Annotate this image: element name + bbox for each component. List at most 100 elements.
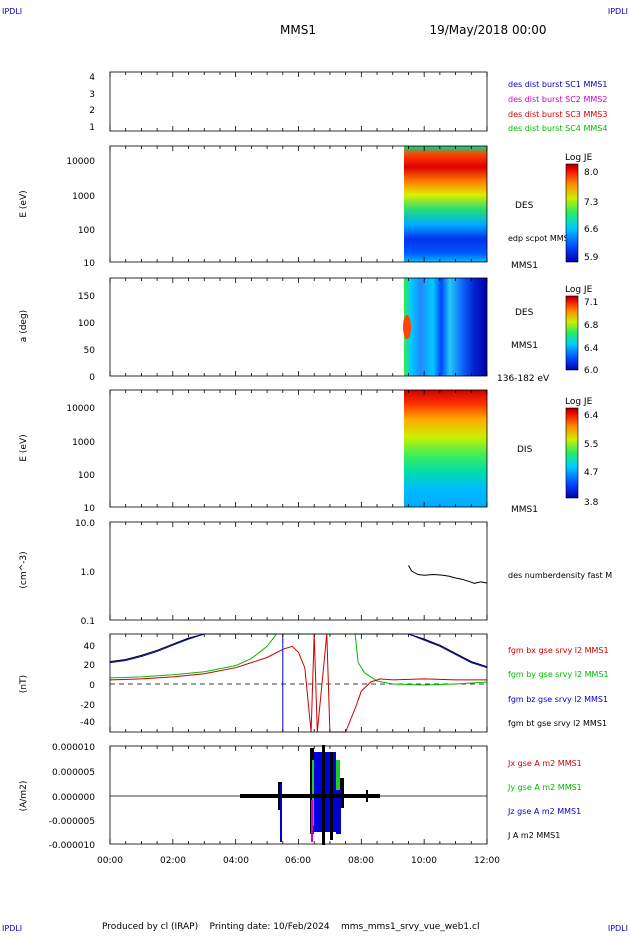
panel-des-pitch-angle: a (deg) 150 100 50 0 DES MMS1 136-182 eV… <box>19 277 599 384</box>
y-tick-labels: 10.0 1.0 0.1 <box>75 519 95 627</box>
y-tick-label: -40 <box>80 718 95 728</box>
legend-entry: Jz gse A m2 MMS1 <box>507 807 581 816</box>
side-label: 136-182 eV <box>497 374 550 384</box>
series-group <box>109 633 488 733</box>
series-line <box>109 633 488 732</box>
legend-entry: des dist burst SC2 MMS2 <box>508 95 607 104</box>
current-spikes <box>240 745 380 845</box>
y-tick-label: 0 <box>89 373 95 383</box>
panel-current-density: (A/m2) 0.000010 0.000005 0.000000 -0.000… <box>19 743 582 851</box>
noise-band <box>240 794 380 798</box>
y-tick-label: 100 <box>78 471 95 481</box>
colorbar-tick: 6.6 <box>584 225 599 235</box>
y-tick-label: 1000 <box>72 438 95 448</box>
side-label: MMS1 <box>511 505 538 515</box>
y-tick-label: 0.1 <box>81 617 95 627</box>
y-axis-label: E (eV) <box>19 190 29 217</box>
y-tick-label: 0.000010 <box>52 743 95 753</box>
figure-title: MMS1 <box>280 23 316 37</box>
series-group <box>408 565 488 584</box>
colorbar-title: Log JE <box>565 285 593 295</box>
spike-blue <box>280 784 282 842</box>
y-axis-label: (cm^-3) <box>19 551 29 588</box>
colorbar-tick: 7.1 <box>584 298 598 308</box>
axis-ticks <box>109 72 488 844</box>
series-line <box>408 565 488 584</box>
legend-entry: des dist burst SC3 MMS3 <box>508 110 607 119</box>
colorbar-title: Log JE <box>565 153 593 163</box>
colorbar-tick: 5.5 <box>584 440 598 450</box>
spectrogram-fill <box>404 390 487 507</box>
panel-number-density: (cm^-3) 10.0 1.0 0.1 des numberdensity f… <box>19 519 612 627</box>
side-label: MMS1 <box>511 261 538 271</box>
panel-dis-energy-spectrogram: E (eV) 10000 1000 100 10 DIS MMS1 Log JE… <box>19 389 599 515</box>
y-tick-label: 150 <box>78 292 95 302</box>
y-tick-label: 1 <box>89 123 95 133</box>
y-tick-labels: 150 100 50 0 <box>78 292 95 383</box>
y-tick-label: 50 <box>84 346 96 356</box>
spike-black <box>340 778 344 808</box>
legend-entry: fgm bt gse srvy l2 MMS1 <box>508 719 607 728</box>
colorbar-scale <box>565 295 579 371</box>
corner-label-bottom-right: IPDLI <box>608 924 628 933</box>
legend-entry: fgm bz gse srvy l2 MMS1 <box>508 695 608 704</box>
panel-des-energy-spectrogram: E (eV) 10000 1000 100 10 DES edp scpot M… <box>19 145 599 271</box>
y-tick-labels: 10000 1000 100 10 <box>66 404 95 514</box>
series-line <box>109 633 487 733</box>
spike-blue <box>336 790 341 834</box>
y-tick-labels: 4 3 2 1 <box>89 73 95 133</box>
y-tick-labels: 0.000010 0.000005 0.000000 -0.000005 -0.… <box>49 743 95 851</box>
legend: Jx gse A m2 MMS1 Jy gse A m2 MMS1 Jz gse… <box>507 759 582 840</box>
y-tick-label: 0.000000 <box>52 793 95 803</box>
legend-entry: des numberdensity fast M <box>508 571 612 580</box>
panel-burst-availability: 4 3 2 1 des dist burst SC1 MMS1 des dist… <box>89 71 607 133</box>
colorbar-tick: 4.7 <box>584 468 598 478</box>
y-tick-label: 10.0 <box>75 519 95 529</box>
spectrogram-fill <box>404 278 487 376</box>
colorbar: Log JE 7.1 6.8 6.4 6.0 <box>565 285 599 376</box>
y-tick-label: 100 <box>78 226 95 236</box>
panel-frame <box>109 521 488 621</box>
corner-label-top-left: IPDLI <box>2 7 22 16</box>
x-tick-label: 10:00 <box>411 856 437 866</box>
legend-entry: des dist burst SC1 MMS1 <box>508 80 607 89</box>
x-tick-label: 04:00 <box>223 856 249 866</box>
colorbar-tick: 3.8 <box>584 498 599 508</box>
y-tick-label: 0 <box>89 681 95 691</box>
x-axis: 00:00 02:00 04:00 06:00 08:00 10:00 12:0… <box>97 856 500 866</box>
colorbar-tick: 6.8 <box>584 321 599 331</box>
side-label: DES <box>515 308 534 318</box>
legend-entry: fgm by gse srvy l2 MMS1 <box>508 670 609 679</box>
side-label: DIS <box>517 445 533 455</box>
footer-text: Produced by cl (IRAP) Printing date: 10/… <box>102 922 479 932</box>
legend: fgm bx gse srvy l2 MMS1 fgm by gse srvy … <box>508 646 609 728</box>
colorbar-tick: 7.3 <box>584 198 598 208</box>
spectrogram-fill <box>404 146 487 262</box>
colorbar-tick: 6.4 <box>584 344 599 354</box>
corner-label-top-right: IPDLI <box>608 7 628 16</box>
y-tick-label: 1.0 <box>81 568 96 578</box>
legend-entry: Jx gse A m2 MMS1 <box>507 759 582 768</box>
y-axis-label: a (deg) <box>19 310 29 342</box>
x-tick-label: 12:00 <box>474 856 500 866</box>
y-tick-label: 4 <box>89 73 95 83</box>
legend-entry: J A m2 MMS1 <box>507 831 560 840</box>
colorbar: Log JE 6.4 5.5 4.7 3.8 <box>565 397 599 508</box>
legend-entry: des dist burst SC4 MMS4 <box>508 124 607 133</box>
y-tick-label: 1000 <box>72 192 95 202</box>
y-tick-label: 10000 <box>66 157 95 167</box>
y-axis-label: E (eV) <box>19 434 29 461</box>
side-label: edp scpot MMS1 <box>508 234 574 243</box>
spike-magenta <box>311 800 313 842</box>
side-label: DES <box>515 201 534 211</box>
x-tick-label: 02:00 <box>160 856 186 866</box>
y-axis-label: (nT) <box>19 675 29 693</box>
spectrogram-hotspot <box>403 315 411 339</box>
figure-datetime: 19/May/2018 00:00 <box>429 23 546 37</box>
colorbar-tick: 5.9 <box>584 253 599 263</box>
y-tick-label: 100 <box>78 319 95 329</box>
colorbar-title: Log JE <box>565 397 593 407</box>
y-tick-label: 0.000005 <box>52 768 95 778</box>
legend-entry: fgm bx gse srvy l2 MMS1 <box>508 646 609 655</box>
